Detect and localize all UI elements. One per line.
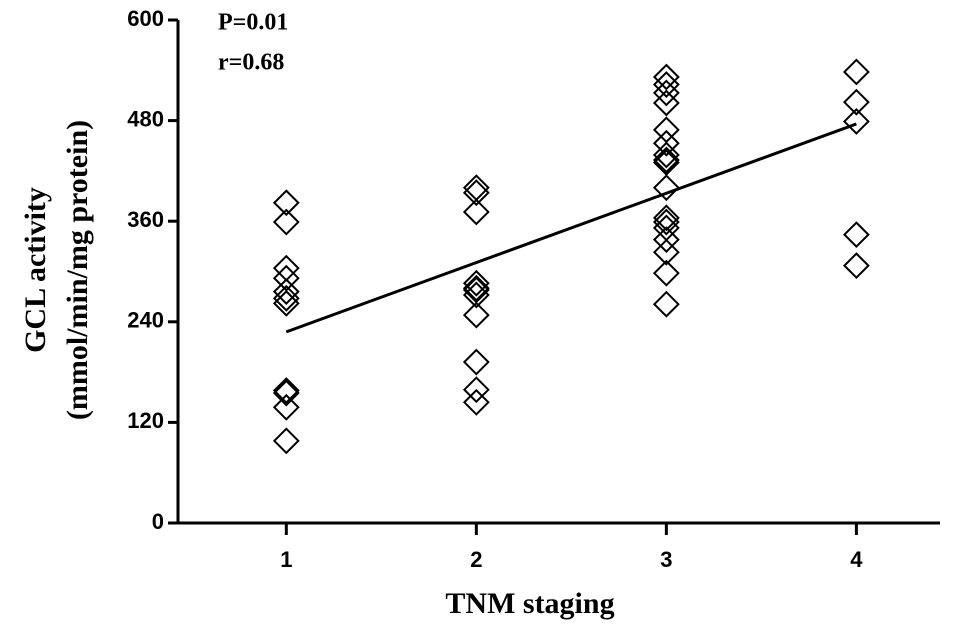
- point: [462, 281, 490, 309]
- point: [462, 179, 490, 207]
- x-tick-label: 2: [470, 547, 482, 572]
- point: [652, 63, 680, 91]
- point: [462, 301, 490, 329]
- point: [462, 274, 490, 302]
- point: [652, 174, 680, 202]
- y-tick-label: 120: [127, 408, 164, 433]
- point: [272, 284, 300, 312]
- point: [462, 198, 490, 226]
- point: [652, 208, 680, 236]
- y-tick-label: 600: [127, 6, 164, 31]
- annotation: P=0.01: [218, 10, 288, 36]
- y-axis-title: GCL activity: [19, 187, 52, 353]
- y-tick-label: 240: [127, 308, 164, 333]
- y-axis-title: (mmol/min/mg protein): [61, 120, 94, 420]
- x-tick-label: 1: [280, 547, 292, 572]
- point: [652, 226, 680, 254]
- point: [842, 88, 870, 116]
- y-tick-label: 360: [127, 207, 164, 232]
- point: [842, 108, 870, 135]
- point: [842, 252, 870, 280]
- point: [272, 289, 300, 317]
- point: [652, 290, 680, 318]
- x-tick-label: 4: [850, 547, 863, 572]
- point: [272, 254, 300, 282]
- point: [462, 348, 490, 376]
- trend-line: [285, 122, 857, 334]
- point: [462, 376, 490, 404]
- point: [272, 393, 300, 421]
- y-tick-label: 0: [152, 509, 164, 534]
- point: [652, 238, 680, 266]
- point: [272, 278, 300, 306]
- point: [272, 208, 300, 236]
- point: [842, 221, 870, 249]
- point: [272, 189, 300, 217]
- point: [462, 388, 490, 416]
- annotation: r=0.68: [218, 50, 284, 76]
- x-tick-label: 3: [660, 547, 672, 572]
- point: [652, 79, 680, 107]
- x-axis-title: TNM staging: [445, 587, 614, 620]
- point: [652, 141, 680, 169]
- point: [652, 146, 680, 174]
- point: [272, 377, 300, 404]
- point: [842, 58, 870, 86]
- point: [272, 427, 300, 455]
- point: [652, 129, 680, 157]
- y-tick-label: 480: [127, 106, 164, 131]
- point: [652, 71, 680, 98]
- point: [652, 259, 680, 287]
- point: [652, 89, 680, 117]
- point: [462, 269, 490, 297]
- point: [652, 204, 680, 232]
- point: [272, 379, 300, 407]
